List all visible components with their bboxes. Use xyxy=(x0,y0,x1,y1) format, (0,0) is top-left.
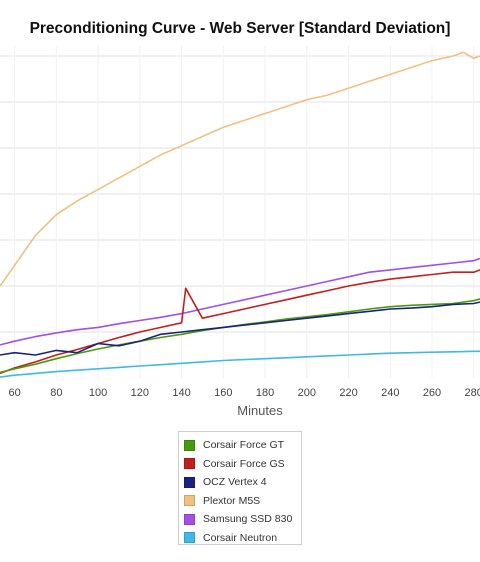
legend-label: Corsair Force GS xyxy=(203,457,285,470)
legend-label: OCZ Vertex 4 xyxy=(203,476,267,489)
series-line-samsung-ssd-830 xyxy=(0,257,480,346)
series-lines xyxy=(0,51,480,378)
chart-title: Preconditioning Curve - Web Server [Stan… xyxy=(29,20,451,37)
series-line-plextor-m5s xyxy=(0,51,480,287)
x-tick-label: 260 xyxy=(423,387,441,399)
legend-item: OCZ Vertex 4 xyxy=(184,473,301,492)
series-line-corsair-force-gs xyxy=(0,269,480,375)
x-tick-label: 120 xyxy=(131,387,149,399)
legend-label: Corsair Force GT xyxy=(203,439,285,452)
x-tick-labels: 60 80 100 120 140 160 180 200 220 240 260 280 xyxy=(8,387,480,399)
x-tick-label: 180 xyxy=(256,387,274,399)
x-axis-label: Minutes xyxy=(237,403,283,418)
legend-label: Plextor M5S xyxy=(203,494,261,507)
x-tick-label: 100 xyxy=(89,387,107,399)
legend-item: Plextor M5S xyxy=(184,492,301,511)
legend: Corsair Force GT Corsair Force GS OCZ Vert… xyxy=(178,431,302,545)
legend-swatch xyxy=(184,513,195,525)
x-tick-label: 80 xyxy=(50,387,62,399)
x-tick-label: 280 xyxy=(465,387,480,399)
legend-label: Corsair Neutron xyxy=(203,531,278,544)
legend-item: Corsair Force GT xyxy=(184,436,301,455)
legend-swatch xyxy=(184,458,195,470)
legend-swatch xyxy=(184,495,195,507)
x-tick-label: 140 xyxy=(172,387,190,399)
x-tick-label: 240 xyxy=(381,387,399,399)
legend-item: Corsair Force GS xyxy=(184,455,301,474)
legend-label: Samsung SSD 830 xyxy=(203,513,293,526)
series-line-corsair-neutron xyxy=(0,350,480,378)
x-tick-label: 220 xyxy=(339,387,357,399)
x-tick-label: 160 xyxy=(214,387,232,399)
x-tick-label: 60 xyxy=(8,387,20,399)
legend-swatch xyxy=(184,476,195,488)
legend-item: Samsung SSD 830 xyxy=(184,510,301,529)
x-tick-label: 200 xyxy=(298,387,316,399)
series-line-ocz-vertex-4 xyxy=(0,301,480,356)
grid-lines xyxy=(0,46,480,378)
legend-item: Corsair Neutron xyxy=(184,529,301,548)
legend-swatch xyxy=(184,439,195,451)
legend-swatch xyxy=(184,532,195,544)
